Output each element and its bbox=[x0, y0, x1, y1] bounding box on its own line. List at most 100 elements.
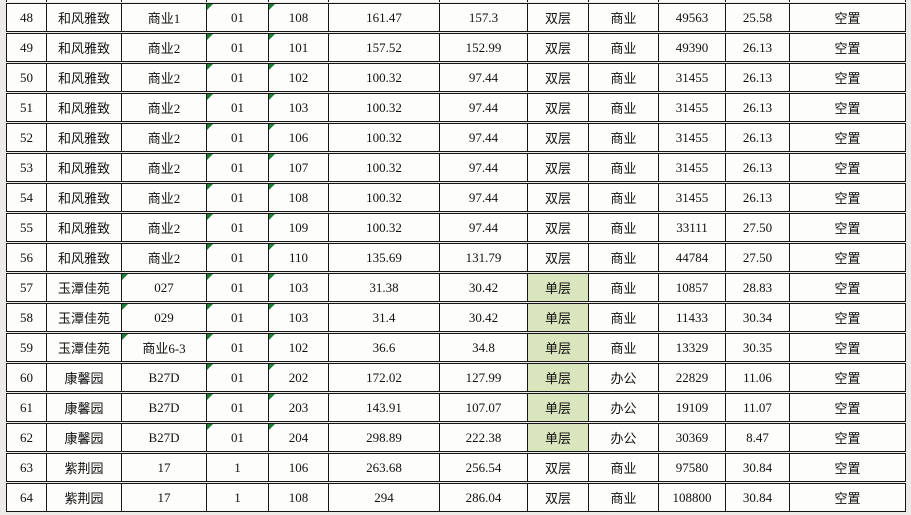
cell-building[interactable]: 17 bbox=[122, 483, 207, 512]
cell-area1[interactable]: 100.32 bbox=[329, 123, 440, 152]
cell-building[interactable]: 商业2 bbox=[122, 243, 207, 272]
cell-unit[interactable]: 01 bbox=[207, 213, 269, 242]
cell-building[interactable]: 商业2 bbox=[122, 93, 207, 122]
cell-building[interactable]: 商业6-3 bbox=[122, 333, 207, 362]
cell-unit[interactable]: 01 bbox=[207, 333, 269, 362]
cell-layer[interactable]: 双层 bbox=[528, 3, 589, 32]
cell-room[interactable]: 110 bbox=[269, 243, 329, 272]
cell-building[interactable]: 商业2 bbox=[122, 123, 207, 152]
cell-total[interactable]: 31455 bbox=[659, 183, 726, 212]
cell-status[interactable]: 空置 bbox=[790, 183, 906, 212]
cell-area2[interactable]: 97.44 bbox=[440, 63, 528, 92]
cell-area2[interactable]: 30.42 bbox=[440, 303, 528, 332]
cell-unit[interactable]: 01 bbox=[207, 363, 269, 392]
cell-name[interactable]: 和风雅致 bbox=[47, 153, 122, 182]
cell-area2[interactable]: 97.44 bbox=[440, 93, 528, 122]
cell-building[interactable]: 029 bbox=[122, 303, 207, 332]
cell-area1[interactable]: 135.69 bbox=[329, 243, 440, 272]
cell-total[interactable]: 30369 bbox=[659, 423, 726, 452]
cell-status[interactable]: 空置 bbox=[790, 453, 906, 482]
cell-room[interactable]: 202 bbox=[269, 363, 329, 392]
cell-layer[interactable]: 双层 bbox=[528, 453, 589, 482]
cell-price[interactable]: 26.13 bbox=[726, 183, 790, 212]
cell-price[interactable]: 26.13 bbox=[726, 153, 790, 182]
cell-layer[interactable]: 双层 bbox=[528, 183, 589, 212]
cell-price[interactable]: 8.47 bbox=[726, 423, 790, 452]
cell-area2[interactable]: 157.3 bbox=[440, 3, 528, 32]
cell-status[interactable]: 空置 bbox=[790, 363, 906, 392]
cell-layer[interactable]: 双层 bbox=[528, 33, 589, 62]
cell-unit[interactable]: 01 bbox=[207, 273, 269, 302]
cell-no[interactable]: 49 bbox=[6, 33, 47, 62]
cell-price[interactable]: 27.50 bbox=[726, 243, 790, 272]
cell-area2[interactable]: 97.44 bbox=[440, 183, 528, 212]
cell-layer[interactable]: 双层 bbox=[528, 243, 589, 272]
cell-unit[interactable]: 1 bbox=[207, 483, 269, 512]
cell-usage[interactable]: 商业 bbox=[589, 153, 659, 182]
cell-no[interactable]: 48 bbox=[6, 3, 47, 32]
cell-area2[interactable]: 222.38 bbox=[440, 423, 528, 452]
cell-unit[interactable]: 01 bbox=[207, 243, 269, 272]
cell-total[interactable]: 31455 bbox=[659, 93, 726, 122]
cell-area2[interactable]: 97.44 bbox=[440, 153, 528, 182]
cell-name[interactable]: 紫荆园 bbox=[47, 483, 122, 512]
cell-price[interactable]: 25.58 bbox=[726, 3, 790, 32]
cell-usage[interactable]: 商业 bbox=[589, 303, 659, 332]
cell-usage[interactable]: 办公 bbox=[589, 363, 659, 392]
cell-price[interactable]: 26.13 bbox=[726, 93, 790, 122]
cell-area1[interactable]: 157.52 bbox=[329, 33, 440, 62]
cell-no[interactable]: 62 bbox=[6, 423, 47, 452]
cell-name[interactable]: 紫荆园 bbox=[47, 453, 122, 482]
cell-total[interactable]: 97580 bbox=[659, 453, 726, 482]
cell-no[interactable]: 60 bbox=[6, 363, 47, 392]
cell-total[interactable]: 44784 bbox=[659, 243, 726, 272]
cell-usage[interactable]: 商业 bbox=[589, 483, 659, 512]
cell-layer[interactable]: 单层 bbox=[528, 273, 589, 302]
cell-area2[interactable]: 131.79 bbox=[440, 243, 528, 272]
cell-usage[interactable]: 商业 bbox=[589, 243, 659, 272]
cell-price[interactable]: 30.84 bbox=[726, 453, 790, 482]
cell-status[interactable]: 空置 bbox=[790, 333, 906, 362]
cell-status[interactable]: 空置 bbox=[790, 93, 906, 122]
cell-room[interactable]: 102 bbox=[269, 63, 329, 92]
cell-area1[interactable]: 100.32 bbox=[329, 213, 440, 242]
cell-name[interactable]: 和风雅致 bbox=[47, 33, 122, 62]
cell-layer[interactable]: 单层 bbox=[528, 363, 589, 392]
cell-usage[interactable]: 商业 bbox=[589, 333, 659, 362]
cell-unit[interactable]: 01 bbox=[207, 303, 269, 332]
cell-no[interactable]: 56 bbox=[6, 243, 47, 272]
cell-name[interactable]: 和风雅致 bbox=[47, 3, 122, 32]
cell-name[interactable]: 康馨园 bbox=[47, 423, 122, 452]
cell-price[interactable]: 30.34 bbox=[726, 303, 790, 332]
cell-usage[interactable]: 商业 bbox=[589, 93, 659, 122]
cell-usage[interactable]: 办公 bbox=[589, 423, 659, 452]
cell-area1[interactable]: 36.6 bbox=[329, 333, 440, 362]
cell-total[interactable]: 49390 bbox=[659, 33, 726, 62]
cell-unit[interactable]: 01 bbox=[207, 123, 269, 152]
cell-area1[interactable]: 172.02 bbox=[329, 363, 440, 392]
cell-area2[interactable]: 34.8 bbox=[440, 333, 528, 362]
cell-area2[interactable]: 97.44 bbox=[440, 213, 528, 242]
cell-total[interactable]: 33111 bbox=[659, 213, 726, 242]
cell-name[interactable]: 和风雅致 bbox=[47, 63, 122, 92]
cell-room[interactable]: 103 bbox=[269, 303, 329, 332]
cell-room[interactable]: 102 bbox=[269, 333, 329, 362]
cell-area1[interactable]: 100.32 bbox=[329, 63, 440, 92]
cell-layer[interactable]: 双层 bbox=[528, 123, 589, 152]
cell-name[interactable]: 玉潭佳苑 bbox=[47, 333, 122, 362]
cell-no[interactable]: 58 bbox=[6, 303, 47, 332]
cell-area1[interactable]: 298.89 bbox=[329, 423, 440, 452]
cell-name[interactable]: 玉潭佳苑 bbox=[47, 273, 122, 302]
cell-area2[interactable]: 107.07 bbox=[440, 393, 528, 422]
cell-layer[interactable]: 双层 bbox=[528, 213, 589, 242]
cell-name[interactable]: 康馨园 bbox=[47, 393, 122, 422]
cell-room[interactable]: 108 bbox=[269, 183, 329, 212]
cell-price[interactable]: 28.83 bbox=[726, 273, 790, 302]
cell-area1[interactable]: 263.68 bbox=[329, 453, 440, 482]
cell-status[interactable]: 空置 bbox=[790, 483, 906, 512]
cell-usage[interactable]: 商业 bbox=[589, 33, 659, 62]
cell-layer[interactable]: 单层 bbox=[528, 393, 589, 422]
cell-usage[interactable]: 商业 bbox=[589, 453, 659, 482]
cell-unit[interactable]: 01 bbox=[207, 393, 269, 422]
cell-no[interactable]: 59 bbox=[6, 333, 47, 362]
